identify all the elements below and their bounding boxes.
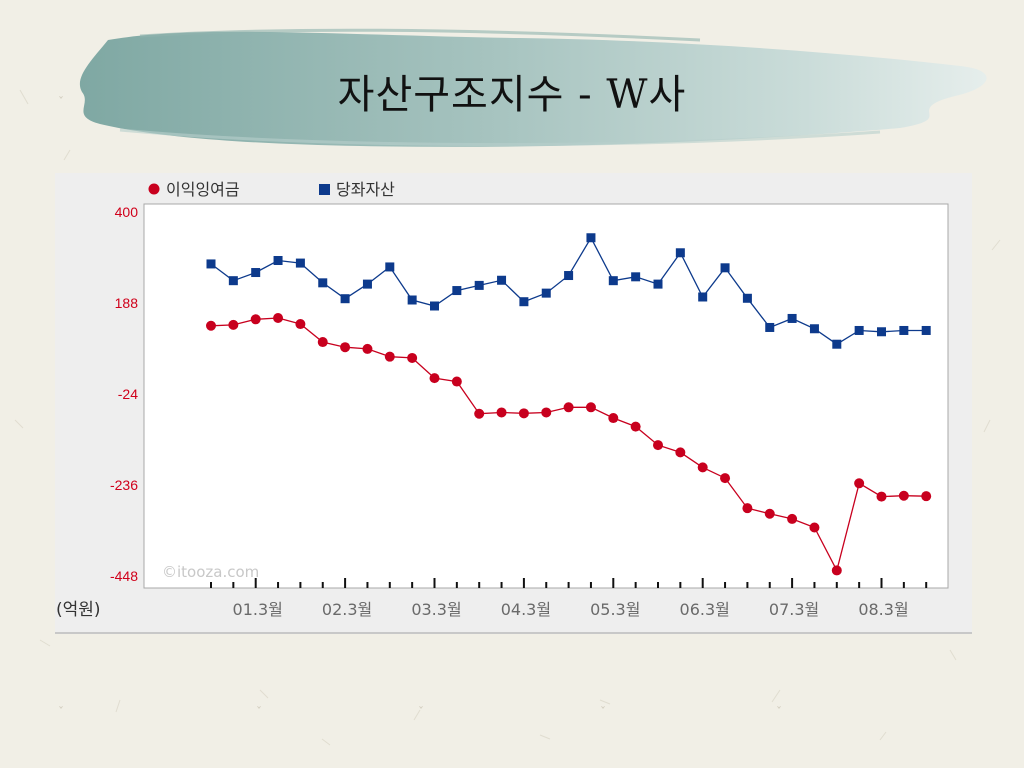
data-point [451,376,462,387]
data-point [921,325,931,335]
data-point [384,351,395,362]
data-point [585,402,596,413]
data-point [631,272,641,282]
y-tick-label: 188 [115,295,139,311]
data-point [653,279,663,289]
data-point [608,276,618,286]
data-point [407,352,418,363]
data-point [452,286,462,296]
data-point [698,292,708,302]
data-point [474,280,484,290]
data-point [720,473,731,484]
data-point [250,314,261,325]
data-point [340,342,351,353]
data-point [251,268,261,278]
watermark: ©itooza.com [162,563,259,581]
x-tick-label: 07.3월 [769,600,819,619]
x-tick-label: 02.3월 [322,600,372,619]
x-tick-label: 01.3월 [233,600,283,619]
data-point [362,343,373,354]
data-point [921,491,932,502]
x-tick-label: 04.3월 [501,600,551,619]
data-point [564,271,574,281]
legend-marker [148,183,160,195]
x-tick-label: 03.3월 [411,600,461,619]
data-point [831,565,842,576]
data-point [787,313,797,323]
data-point [295,258,305,268]
x-tick-label: 06.3월 [680,600,730,619]
legend-marker [319,184,330,195]
data-point [697,462,708,473]
y-tick-label: -236 [110,477,138,493]
svg-text:ˇ: ˇ [776,705,782,719]
data-point [273,256,283,266]
title-brush-banner [79,28,987,147]
data-point [474,408,485,419]
svg-text:ˇ: ˇ [58,95,64,109]
data-point [854,478,865,489]
data-point [541,288,551,298]
data-point [430,301,439,311]
legend-label: 당좌자산 [336,180,395,199]
data-point [340,294,350,304]
data-point [809,324,819,334]
svg-text:ˇ: ˇ [600,705,606,719]
svg-text:ˇ: ˇ [256,705,262,719]
data-point [407,295,417,305]
data-point [362,279,372,289]
unit-label: (억원) [56,600,101,620]
data-point [206,320,216,331]
data-point [720,263,730,273]
data-point [496,407,507,418]
data-point [586,233,596,243]
data-point [608,413,619,424]
data-point [809,522,820,533]
data-point [765,322,775,332]
data-point [429,373,440,384]
x-tick-label: 05.3월 [590,600,640,619]
data-point [228,319,239,330]
data-point [742,293,752,303]
data-point [899,325,909,335]
data-point [497,275,507,285]
data-point [675,447,686,458]
data-point [206,259,216,269]
data-point [273,313,284,324]
data-point [854,325,864,335]
plot-area [143,203,949,589]
data-point [295,319,306,330]
data-point [877,327,886,337]
data-point [541,407,552,418]
data-point [832,339,842,349]
data-point [318,278,328,288]
legend-label: 이익잉여금 [166,180,240,199]
y-tick-label: -24 [118,386,138,402]
svg-text:ˇ: ˇ [418,705,424,719]
x-tick-label: 08.3월 [858,600,908,619]
y-tick-label: -448 [110,568,138,584]
data-point [764,508,775,519]
data-point [876,491,887,502]
data-point [787,513,798,524]
data-point [742,503,753,514]
data-point [519,297,529,307]
data-point [563,402,574,413]
data-point [518,408,529,419]
data-point [385,262,395,272]
data-point [653,440,663,451]
svg-text:ˇ: ˇ [58,705,64,719]
slide-title: 자산구조지수 - W사 [337,72,687,118]
data-point [675,248,685,258]
data-point [317,337,328,348]
data-point [898,490,909,501]
y-tick-label: 400 [115,204,139,220]
data-point [630,421,641,432]
data-point [228,276,238,286]
